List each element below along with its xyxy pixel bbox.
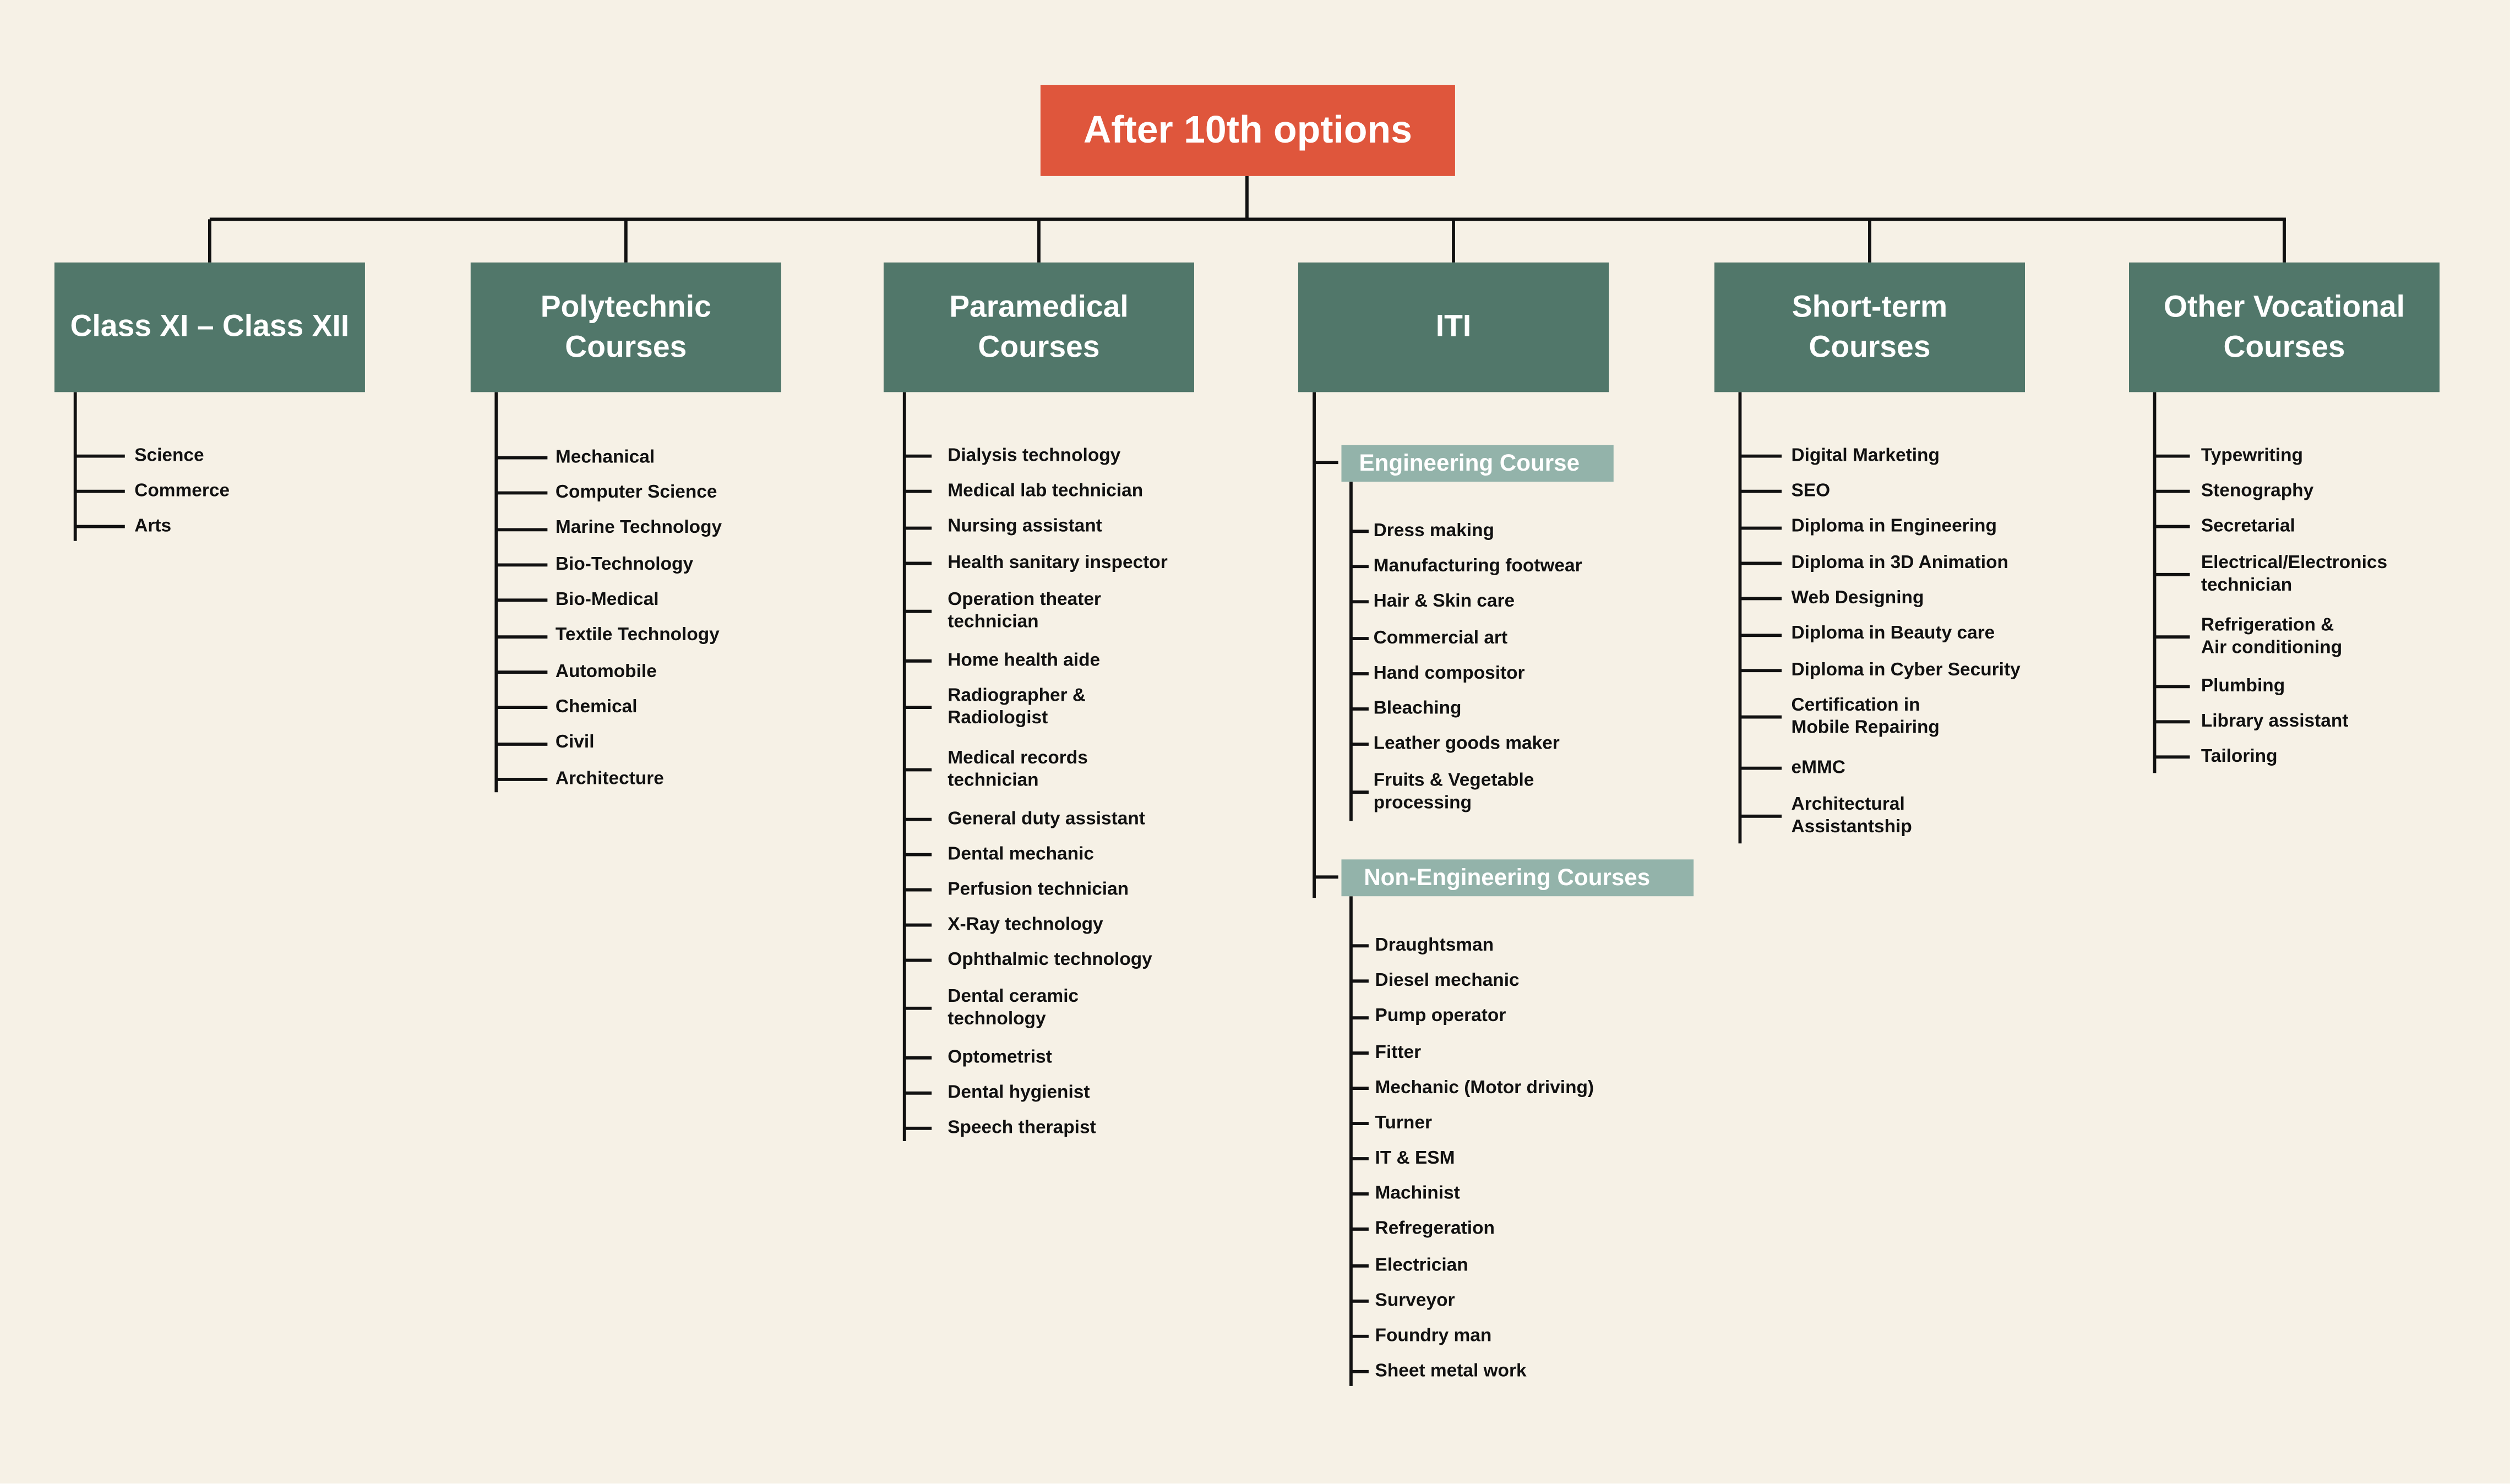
category-title: Class XI – Class XII: [70, 310, 350, 345]
list-item: Arts: [134, 517, 172, 537]
list-item: X-Ray technology: [948, 915, 1103, 935]
list-item: Refregeration: [1375, 1219, 1495, 1239]
root-title: After 10th options: [1083, 108, 1412, 151]
category-title: Short-term Courses: [1792, 290, 1948, 364]
category-title: ITI: [1435, 310, 1472, 345]
list-item: Dental hygienist: [948, 1083, 1090, 1103]
list-item: Surveyor: [1375, 1291, 1455, 1311]
list-item: Bio-Technology: [555, 555, 694, 575]
list-item: Certification in Mobile Repairing: [1791, 696, 1940, 738]
subheader-title: Non-Engineering Courses: [1364, 865, 1651, 891]
list-item: Diploma in Cyber Security: [1791, 661, 2021, 680]
list-item: Mechanical: [555, 448, 655, 467]
list-item: Diploma in 3D Animation: [1791, 553, 2008, 573]
list-item: Turner: [1375, 1114, 1432, 1133]
list-item: Manufacturing footwear: [1373, 556, 1582, 576]
list-item: Hand compositor: [1373, 664, 1525, 684]
category-iti: ITI: [1298, 262, 1609, 392]
list-item: Electrical/Electronics technician: [2201, 553, 2388, 596]
list-item: Health sanitary inspector: [948, 553, 1168, 573]
list-item: Marine Technology: [555, 519, 722, 538]
category-polytechnic: Polytechnic Courses: [470, 262, 781, 392]
list-item: Commerce: [134, 482, 230, 501]
list-item: Foundry man: [1375, 1327, 1492, 1346]
list-item: Radiographer & Radiologist: [948, 686, 1086, 728]
list-item: Diploma in Engineering: [1791, 517, 1997, 537]
list-item: Dental ceramic technology: [948, 987, 1079, 1029]
subheader-non-engineering-courses: Non-Engineering Courses: [1341, 859, 1694, 897]
list-item: eMMC: [1791, 759, 1845, 778]
list-item: Computer Science: [555, 483, 717, 503]
list-item: Civil: [555, 733, 595, 752]
list-item: Web Designing: [1791, 588, 1924, 608]
list-item: Bio-Medical: [555, 590, 659, 610]
list-item: Fitter: [1375, 1043, 1422, 1063]
list-item: Digital Marketing: [1791, 446, 1940, 466]
list-item: Plumbing: [2201, 676, 2285, 696]
list-item: Leather goods maker: [1373, 734, 1560, 754]
category-other-vocational: Other Vocational Courses: [2128, 262, 2440, 392]
list-item: Architectural Assistantship: [1791, 795, 1912, 837]
category-class-xi-xii: Class XI – Class XII: [54, 262, 365, 392]
category-paramedical: Paramedical Courses: [883, 262, 1194, 392]
list-item: Sheet metal work: [1375, 1362, 1527, 1382]
list-item: Medical records technician: [948, 749, 1088, 791]
list-item: Architecture: [555, 770, 664, 789]
list-item: Hair & Skin care: [1373, 592, 1515, 612]
list-item: Refrigeration & Air conditioning: [2201, 616, 2343, 658]
list-item: Speech therapist: [948, 1119, 1096, 1138]
list-item: Optometrist: [948, 1048, 1052, 1068]
list-item: Fruits & Vegetable processing: [1373, 771, 1534, 814]
list-item: Perfusion technician: [948, 880, 1129, 900]
list-item: Pump operator: [1375, 1006, 1506, 1026]
category-title: Paramedical Courses: [949, 290, 1129, 364]
list-item: Nursing assistant: [948, 517, 1102, 537]
category-title: Other Vocational Courses: [2164, 290, 2405, 364]
list-item: Dialysis technology: [948, 446, 1121, 466]
subheader-title: Engineering Course: [1359, 450, 1580, 476]
list-item: Electrician: [1375, 1256, 1468, 1276]
list-item: Automobile: [555, 662, 657, 682]
list-item: General duty assistant: [948, 810, 1145, 830]
list-item: Commercial art: [1373, 629, 1508, 648]
list-item: Mechanic (Motor driving): [1375, 1078, 1594, 1098]
category-title: Polytechnic Courses: [540, 290, 711, 364]
list-item: Dress making: [1373, 521, 1494, 541]
list-item: Draughtsman: [1375, 936, 1494, 956]
list-item: SEO: [1791, 482, 1831, 501]
list-item: Dental mechanic: [948, 845, 1095, 865]
list-item: Diploma in Beauty care: [1791, 624, 1995, 643]
list-item: Textile Technology: [555, 625, 720, 645]
list-item: Tailoring: [2201, 747, 2278, 767]
list-item: Ophthalmic technology: [948, 951, 1152, 970]
list-item: Science: [134, 446, 204, 466]
list-item: Diesel mechanic: [1375, 971, 1520, 991]
list-item: Library assistant: [2201, 712, 2349, 732]
category-short-term: Short-term Courses: [1714, 262, 2025, 392]
list-item: Machinist: [1375, 1184, 1460, 1204]
list-item: Secretarial: [2201, 517, 2295, 537]
list-item: Bleaching: [1373, 699, 1462, 719]
list-item: Stenography: [2201, 482, 2314, 501]
list-item: Typewriting: [2201, 446, 2303, 466]
subheader-engineering-course: Engineering Course: [1341, 445, 1614, 482]
list-item: Medical lab technician: [948, 482, 1144, 501]
root-node: After 10th options: [1040, 85, 1455, 176]
list-item: Home health aide: [948, 651, 1101, 671]
list-item: Operation theater technician: [948, 590, 1101, 632]
list-item: IT & ESM: [1375, 1149, 1455, 1169]
list-item: Chemical: [555, 697, 638, 717]
